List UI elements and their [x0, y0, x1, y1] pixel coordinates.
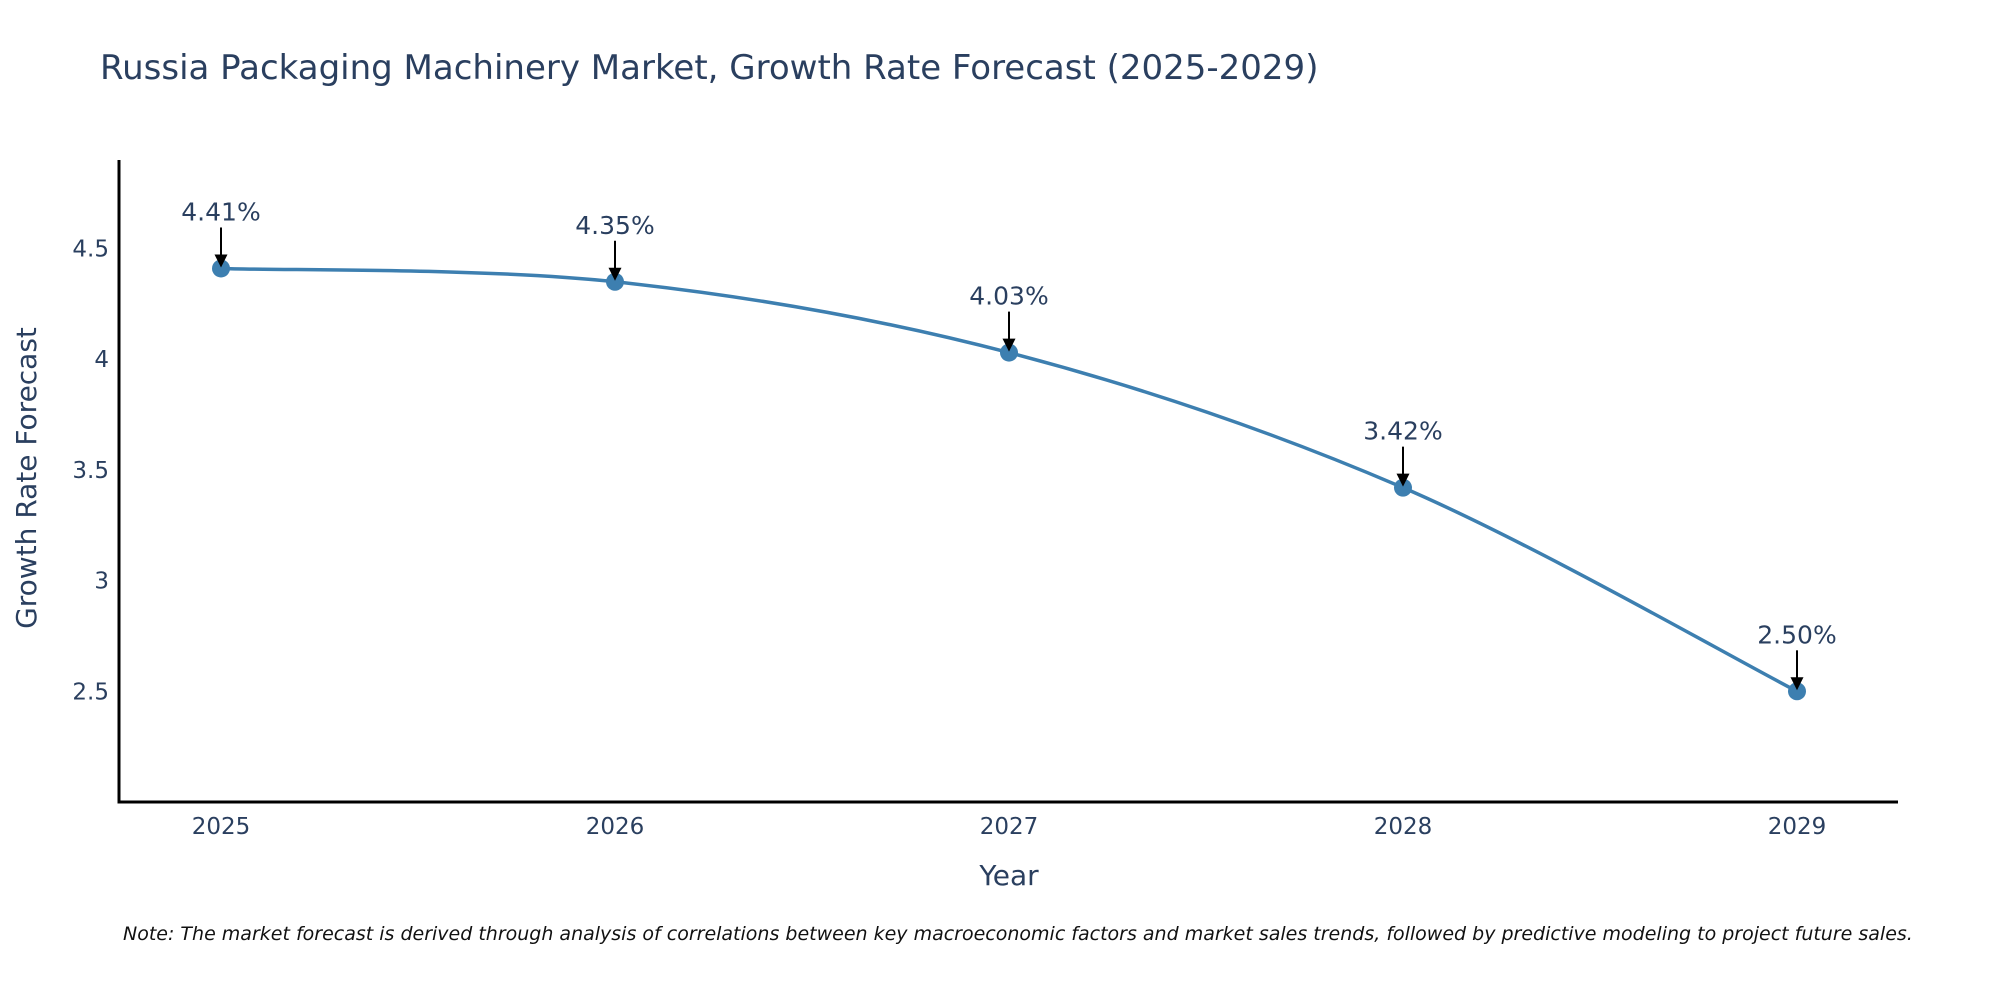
y-tick-label: 4	[94, 347, 109, 373]
tick-labels: 2.5 3 3.5 4 4.5 2025 2026 2027 2028 2029	[72, 237, 1826, 840]
annotation-arrow-head	[1790, 677, 1804, 691]
x-tick-label: 2027	[980, 814, 1039, 840]
data-markers	[212, 259, 1806, 701]
y-tick-label: 3	[94, 569, 109, 595]
x-tick-label: 2025	[192, 814, 251, 840]
y-tick-label: 3.5	[72, 458, 109, 484]
x-tick-label: 2026	[586, 814, 645, 840]
data-label: 2.50%	[1757, 620, 1836, 649]
data-point-2028	[1394, 478, 1412, 497]
data-label: 4.35%	[575, 211, 654, 240]
data-point-2026	[606, 272, 624, 291]
x-tick-label: 2029	[1768, 814, 1827, 840]
footnote: Note: The market forecast is derived thr…	[123, 923, 1913, 945]
x-axis-title: Year	[978, 859, 1039, 892]
annotation-arrow-head	[608, 267, 622, 281]
data-annotations: 4.41% 4.35% 4.03% 3.42% 2.50%	[181, 197, 1837, 691]
x-tick-label: 2028	[1374, 814, 1433, 840]
annotation-arrow-head	[1396, 473, 1410, 487]
annotation-arrow-head	[1002, 338, 1016, 352]
data-point-2027	[1000, 343, 1018, 362]
annotation-arrow-head	[214, 254, 228, 268]
y-tick-label: 4.5	[72, 237, 109, 263]
data-label: 4.41%	[181, 197, 260, 226]
data-point-2029	[1788, 682, 1806, 701]
data-label: 4.03%	[969, 282, 1048, 311]
data-label: 3.42%	[1363, 417, 1442, 446]
axes	[117, 160, 1898, 804]
chart-title: Russia Packaging Machinery Market, Growt…	[100, 48, 1318, 88]
y-tick-label: 2.5	[72, 679, 109, 705]
data-point-2025	[212, 259, 230, 278]
y-axis-title: Growth Rate Forecast	[10, 327, 43, 629]
